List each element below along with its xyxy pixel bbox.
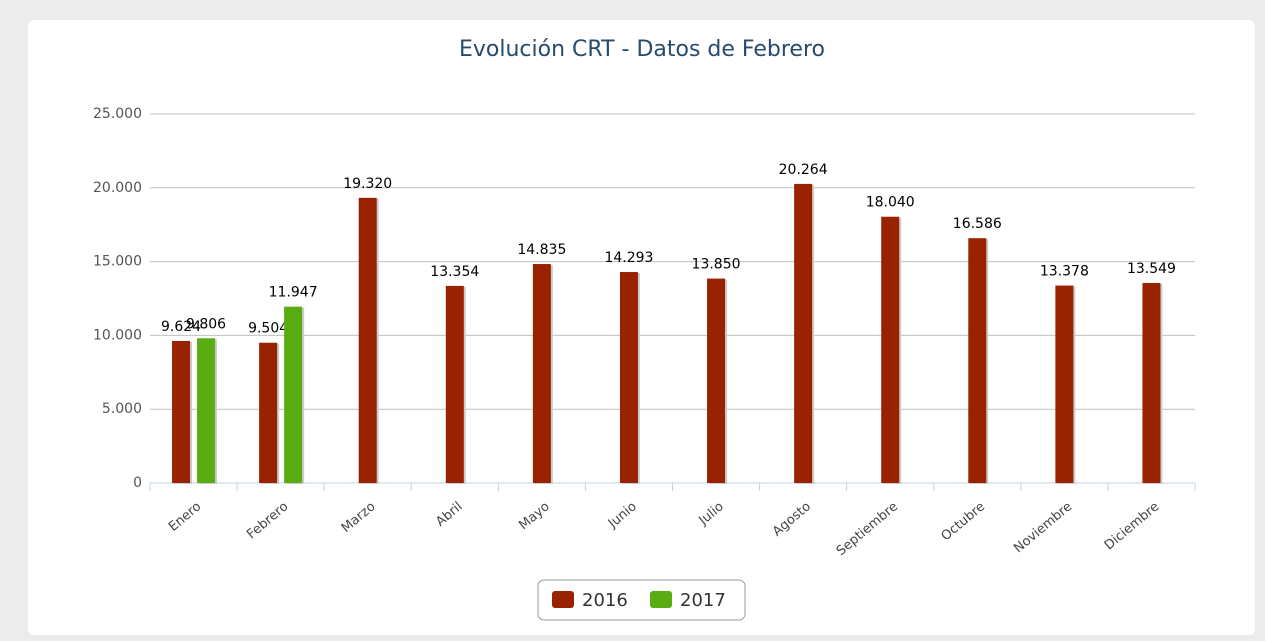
bar bbox=[532, 264, 551, 483]
legend-swatch bbox=[650, 591, 672, 608]
chart-title: Evolución CRT - Datos de Febrero bbox=[459, 37, 825, 62]
bar bbox=[284, 306, 303, 483]
bar bbox=[1142, 283, 1161, 483]
value-label: 13.549 bbox=[1127, 261, 1176, 277]
legend-swatch bbox=[552, 591, 574, 608]
bar bbox=[1055, 285, 1074, 483]
bar bbox=[259, 342, 278, 483]
value-label: 18.040 bbox=[866, 195, 915, 211]
y-tick-label: 5.000 bbox=[102, 401, 142, 417]
bar bbox=[619, 272, 638, 483]
legend-box bbox=[537, 579, 746, 621]
value-label: 20.264 bbox=[779, 162, 828, 178]
card bbox=[28, 20, 1255, 635]
value-label: 14.293 bbox=[604, 250, 653, 266]
value-label: 9.624 bbox=[161, 319, 201, 335]
bar bbox=[968, 238, 987, 483]
value-label: 9.504 bbox=[248, 321, 288, 337]
y-tick-label: 0 bbox=[133, 475, 142, 491]
value-label: 13.354 bbox=[430, 264, 479, 280]
value-label: 16.586 bbox=[953, 216, 1002, 232]
y-tick-label: 15.000 bbox=[93, 254, 142, 270]
value-label: 14.835 bbox=[517, 242, 566, 258]
value-label: 19.320 bbox=[343, 176, 392, 192]
bar bbox=[197, 338, 216, 483]
value-label: 13.850 bbox=[692, 257, 741, 273]
y-tick-label: 10.000 bbox=[93, 327, 142, 343]
bar bbox=[707, 278, 726, 483]
value-label: 9.806 bbox=[186, 316, 226, 332]
value-label: 13.378 bbox=[1040, 264, 1089, 280]
bar bbox=[794, 183, 813, 483]
y-tick-label: 20.000 bbox=[93, 180, 142, 196]
value-label: 11.947 bbox=[269, 285, 318, 301]
bar bbox=[881, 216, 900, 483]
bar bbox=[172, 340, 191, 483]
y-tick-label: 25.000 bbox=[93, 106, 142, 122]
bar bbox=[445, 285, 464, 483]
legend-label: 2017 bbox=[680, 590, 726, 611]
bar bbox=[358, 197, 377, 484]
legend-label: 2016 bbox=[582, 590, 628, 611]
